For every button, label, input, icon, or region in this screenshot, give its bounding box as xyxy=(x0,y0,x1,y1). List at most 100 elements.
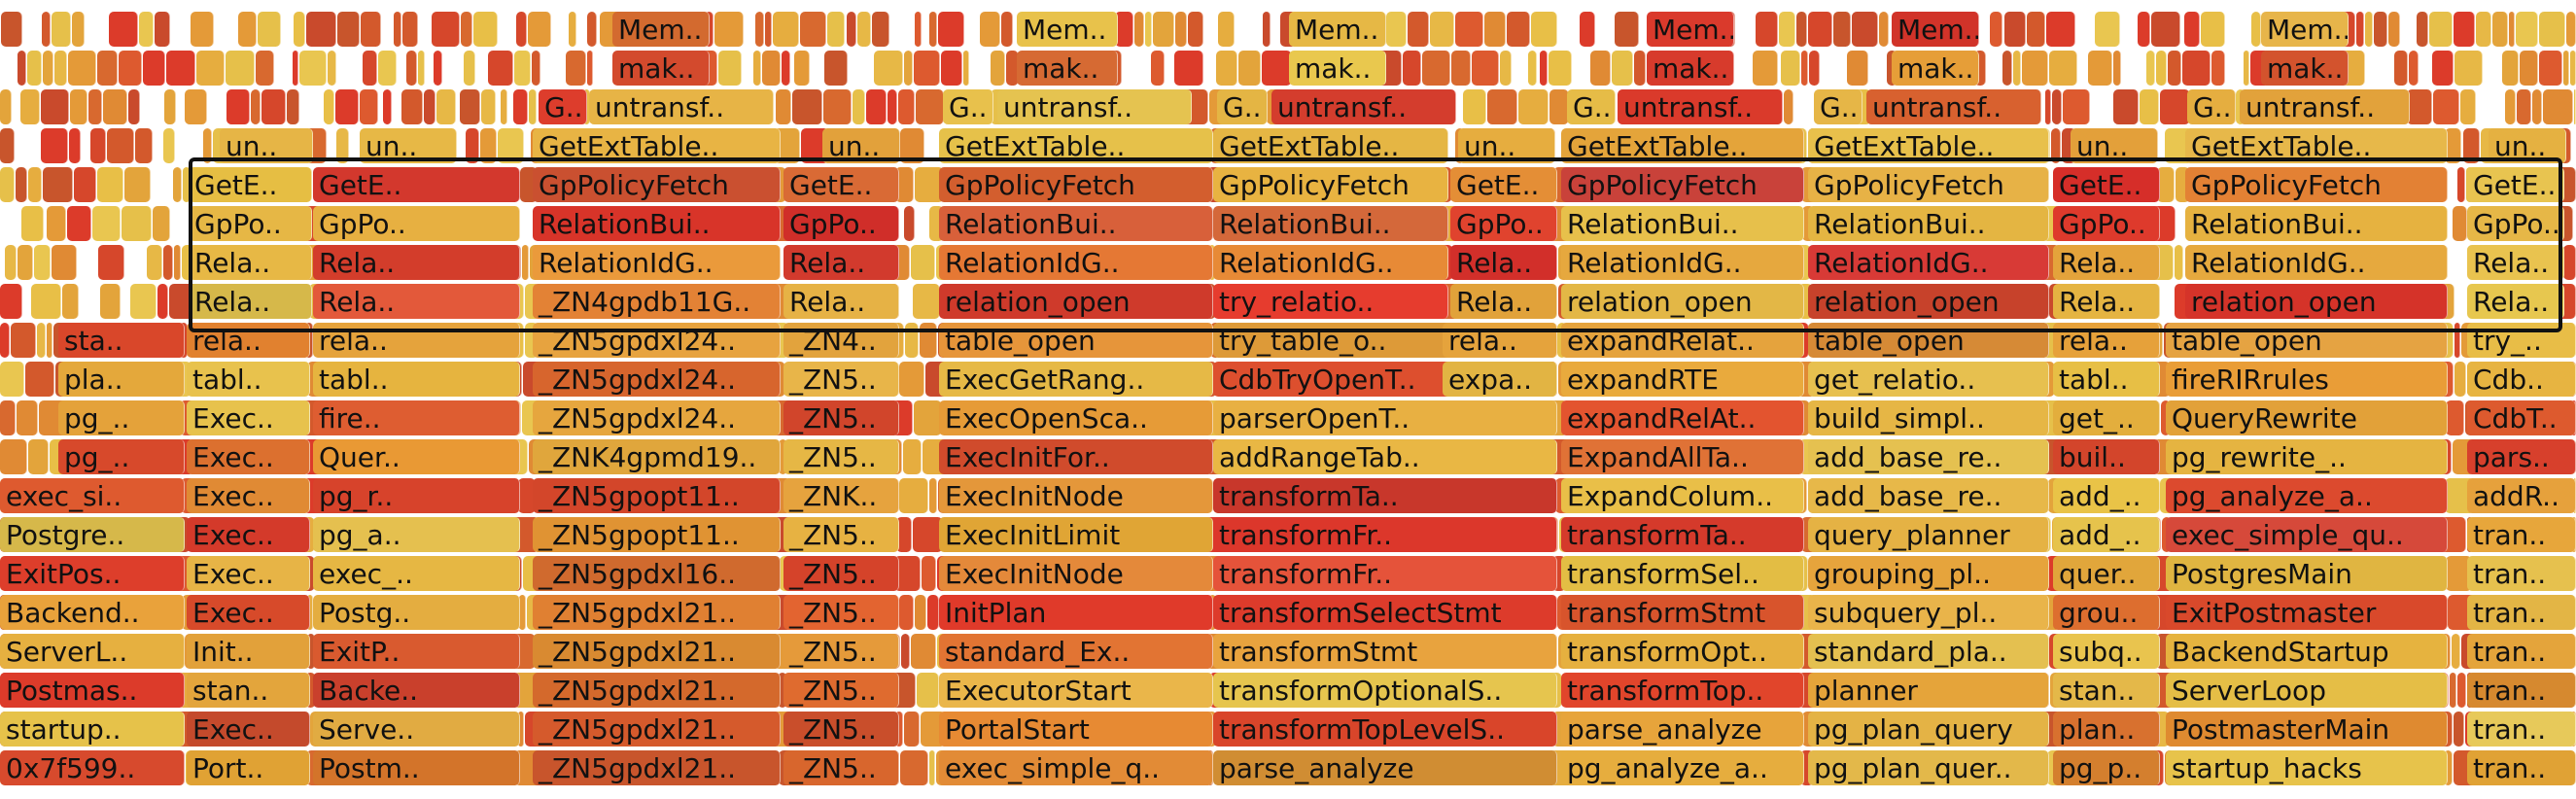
flame-frame[interactable]: _ZN5gpdxl24.. xyxy=(533,323,781,358)
flame-frame[interactable]: _ZN4gpdb11G.. xyxy=(533,284,781,319)
flame-frame[interactable]: ExecInitFor.. xyxy=(939,439,1213,474)
flame-frame[interactable]: RelationBui.. xyxy=(1213,206,1448,241)
flame-frame[interactable]: Backend.. xyxy=(0,595,185,630)
flame-frame[interactable]: untransf.. xyxy=(1618,89,1783,124)
flame-frame[interactable]: expandRelat.. xyxy=(1561,323,1804,358)
flame-frame[interactable]: RelationBui.. xyxy=(1808,206,2049,241)
flame-frame[interactable]: tabl.. xyxy=(2053,362,2160,397)
flame-frame[interactable]: tran.. xyxy=(2467,712,2576,747)
flame-frame[interactable]: add_.. xyxy=(2053,517,2160,552)
flame-frame[interactable]: G.. xyxy=(1814,89,1862,124)
flame-frame[interactable]: RelationIdG.. xyxy=(1213,245,1448,280)
flame-frame[interactable]: pg_rewrite_.. xyxy=(2166,439,2448,474)
flame-frame[interactable]: un.. xyxy=(220,128,313,163)
flame-frame[interactable]: GpPo.. xyxy=(2053,206,2160,241)
flame-frame[interactable]: Rela.. xyxy=(1450,284,1557,319)
flame-frame[interactable]: _ZN5gpopt11.. xyxy=(533,478,781,513)
flame-frame[interactable]: Serve.. xyxy=(313,712,520,747)
flame-frame[interactable]: _ZN5.. xyxy=(783,750,899,785)
flame-frame[interactable]: pla.. xyxy=(58,362,185,397)
flame-frame[interactable]: _ZN5gpdxl16.. xyxy=(533,556,781,591)
flame-frame[interactable]: GetE.. xyxy=(313,167,520,202)
flame-frame[interactable]: G.. xyxy=(943,89,993,124)
flame-frame[interactable]: un.. xyxy=(2489,128,2566,163)
flame-frame[interactable]: tran.. xyxy=(2467,673,2576,708)
flame-frame[interactable]: PortalStart xyxy=(939,712,1213,747)
flame-frame[interactable]: transformSel.. xyxy=(1561,556,1804,591)
flame-frame[interactable]: stan.. xyxy=(187,673,310,708)
flame-frame[interactable]: GetExtTable.. xyxy=(1808,128,2049,163)
flame-frame[interactable]: Mem.. xyxy=(612,12,710,47)
flame-frame[interactable]: Rela.. xyxy=(783,245,899,280)
flame-frame[interactable]: RelationIdG.. xyxy=(1808,245,2049,280)
flame-frame[interactable]: add_.. xyxy=(2053,478,2160,513)
flame-frame[interactable]: fire.. xyxy=(313,400,520,435)
flame-frame[interactable]: _ZN5gpdxl24.. xyxy=(533,362,781,397)
flame-frame[interactable]: un.. xyxy=(822,128,900,163)
flame-frame[interactable]: GpPolicyFetch xyxy=(1213,167,1448,202)
flame-frame[interactable]: transformTop.. xyxy=(1561,673,1804,708)
flame-frame[interactable]: G.. xyxy=(1567,89,1616,124)
flame-frame[interactable]: RelationIdG.. xyxy=(2185,245,2448,280)
flame-frame[interactable]: Exec.. xyxy=(187,712,310,747)
flame-frame[interactable]: _ZN5.. xyxy=(783,595,899,630)
flame-frame[interactable]: transformTa.. xyxy=(1213,478,1557,513)
flame-frame[interactable]: RelationBui.. xyxy=(533,206,781,241)
flame-frame[interactable]: get_.. xyxy=(2053,400,2160,435)
flame-frame[interactable]: rela.. xyxy=(313,323,520,358)
flame-frame[interactable]: ExitPostmaster xyxy=(2166,595,2448,630)
flame-frame[interactable]: GetE.. xyxy=(783,167,899,202)
flame-frame[interactable]: _ZN5.. xyxy=(783,673,899,708)
flame-frame[interactable]: plan.. xyxy=(2053,712,2160,747)
flame-frame[interactable]: relation_open xyxy=(939,284,1213,319)
flame-frame[interactable]: fireRIRrules xyxy=(2166,362,2448,397)
flame-frame[interactable]: buil.. xyxy=(2053,439,2160,474)
flame-frame[interactable]: get_relatio.. xyxy=(1808,362,2049,397)
flame-frame[interactable]: mak.. xyxy=(2261,51,2349,86)
flame-frame[interactable]: addRangeTab.. xyxy=(1213,439,1557,474)
flame-frame[interactable]: exec_simple_qu.. xyxy=(2166,517,2448,552)
flame-frame[interactable]: relation_open xyxy=(1561,284,1804,319)
flame-frame[interactable]: Port.. xyxy=(187,750,310,785)
flame-frame[interactable]: _ZN5gpdxl21.. xyxy=(533,750,781,785)
flame-frame[interactable]: Mem.. xyxy=(1017,12,1118,47)
flame-frame[interactable]: ExecutorStart xyxy=(939,673,1213,708)
flame-frame[interactable]: GpPolicyFetch xyxy=(1808,167,2049,202)
flame-frame[interactable]: standard_Ex.. xyxy=(939,634,1213,669)
flame-frame[interactable]: build_simpl.. xyxy=(1808,400,2049,435)
flame-frame[interactable]: _ZN5.. xyxy=(783,400,899,435)
flame-frame[interactable]: Exec.. xyxy=(187,517,310,552)
flame-frame[interactable]: add_base_re.. xyxy=(1808,439,2049,474)
flame-frame[interactable]: GpPo.. xyxy=(1450,206,1557,241)
flame-frame[interactable]: exec_si.. xyxy=(0,478,185,513)
flame-frame[interactable]: un.. xyxy=(360,128,457,163)
flame-frame[interactable]: Rela.. xyxy=(2053,245,2160,280)
flame-frame[interactable]: subq.. xyxy=(2053,634,2160,669)
flame-frame[interactable]: G.. xyxy=(1217,89,1268,124)
flame-frame[interactable]: transformOpt.. xyxy=(1561,634,1804,669)
flame-frame[interactable]: pg_a.. xyxy=(313,517,520,552)
flame-frame[interactable]: _ZN5gpdxl21.. xyxy=(533,595,781,630)
flame-frame[interactable]: _ZN5gpdxl21.. xyxy=(533,634,781,669)
flame-frame[interactable]: parserOpenT.. xyxy=(1213,400,1557,435)
flame-frame[interactable]: exec_.. xyxy=(313,556,520,591)
flame-frame[interactable]: Rela.. xyxy=(2053,284,2160,319)
flame-frame[interactable]: Cdb.. xyxy=(2467,362,2576,397)
flame-frame[interactable]: pg_analyze_a.. xyxy=(2166,478,2448,513)
flame-frame[interactable]: Rela.. xyxy=(189,245,312,280)
flame-frame[interactable]: GpPolicyFetch xyxy=(1561,167,1804,202)
flame-frame[interactable]: GpPolicyFetch xyxy=(533,167,781,202)
flame-frame[interactable]: table_open xyxy=(1808,323,2049,358)
flame-frame[interactable]: subquery_pl.. xyxy=(1808,595,2049,630)
flame-frame[interactable]: _ZN5.. xyxy=(783,517,899,552)
flame-frame[interactable]: tran.. xyxy=(2467,750,2576,785)
flame-frame[interactable]: table_open xyxy=(2166,323,2448,358)
flame-frame[interactable]: tran.. xyxy=(2467,517,2576,552)
flame-frame[interactable]: Mem.. xyxy=(1647,12,1734,47)
flame-frame[interactable]: tran.. xyxy=(2467,556,2576,591)
flame-frame[interactable]: _ZN5.. xyxy=(783,712,899,747)
flame-frame[interactable]: _ZN4.. xyxy=(783,323,899,358)
flame-frame[interactable]: BackendStartup xyxy=(2166,634,2448,669)
flame-frame[interactable]: pg_analyze_a.. xyxy=(1561,750,1804,785)
flame-frame[interactable]: tran.. xyxy=(2467,634,2576,669)
